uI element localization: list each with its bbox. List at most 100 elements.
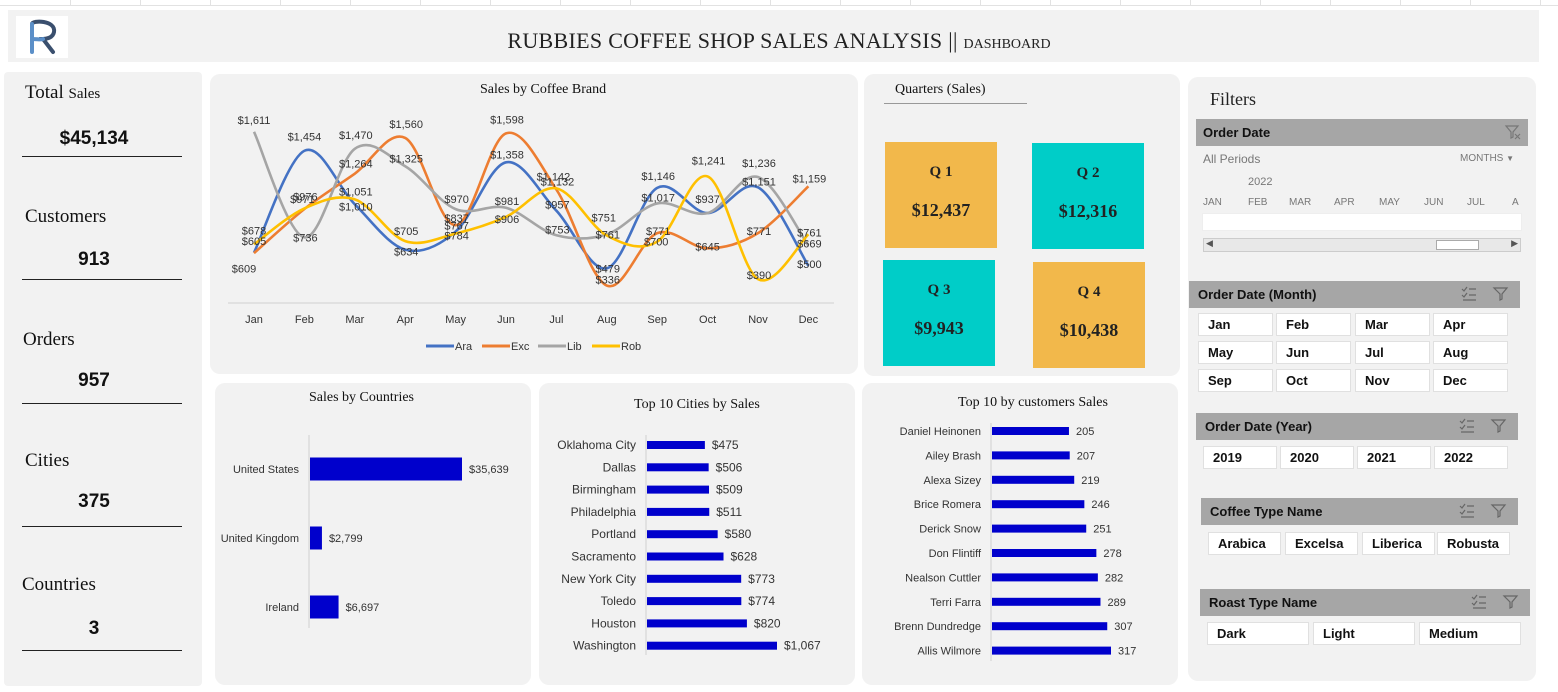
timeline-month[interactable]: MAR [1289,197,1312,208]
slicer-button[interactable]: Medium [1419,622,1521,645]
kpi-value: 3 [88,618,100,639]
slicer-button[interactable]: 2022 [1434,446,1508,469]
series-line-rob [253,175,810,282]
gridline [910,0,911,6]
cities-bar-chart: Oklahoma City $475 Dallas $506 Birmingham $50… [557,435,821,655]
category-label: Terri Farra [930,597,982,609]
timeline-month[interactable]: FEB [1248,197,1268,208]
value-label: $2,799 [329,533,363,545]
category-label: Portland [591,527,636,541]
quarters-title-underline [884,103,1027,104]
cities-title: Top 10 Cities by Sales [634,397,760,412]
slicer-button[interactable]: Dec [1433,369,1508,392]
value-label: $509 [716,483,743,497]
category-label: New York City [561,572,636,586]
slicer-button[interactable]: 2021 [1357,446,1431,469]
multi-select-icon[interactable] [1458,502,1476,520]
data-label: $751 [592,213,616,225]
timeline-month[interactable]: JUL [1467,197,1485,208]
quarter-label: Q 4 [1077,284,1101,300]
category-label: Houston [591,616,636,630]
order-date-unit-dropdown[interactable]: MONTHS ▼ [1460,153,1514,164]
slicer-button[interactable]: Oct [1276,369,1351,392]
quarters-title: Quarters (Sales) [895,82,986,97]
quarter-label: Q 1 [929,164,953,180]
value-label: $475 [712,438,739,452]
slicer-button[interactable]: Light [1313,622,1415,645]
bar [647,641,777,650]
data-label: $336 [596,275,620,287]
multi-select-icon[interactable] [1458,417,1476,435]
legend-label: Ara [455,341,473,353]
bar [647,574,742,583]
slicer-button[interactable]: 2020 [1280,446,1354,469]
slicer-button[interactable]: Robusta [1437,532,1510,555]
category-label: Ailey Brash [925,450,981,462]
bar [992,597,1101,606]
slicer-button[interactable]: Aug [1433,341,1508,364]
slicer-button[interactable]: Feb [1276,313,1351,336]
multi-select-icon[interactable] [1460,285,1478,303]
timeline-month[interactable]: A [1512,197,1519,208]
quarter-label: Q 2 [1076,165,1100,181]
slicer-button[interactable]: Apr [1433,313,1508,336]
slicer-button[interactable]: 2019 [1203,446,1277,469]
page-title-sub: DASHBOARD [963,37,1051,52]
series-line-exc [253,131,810,288]
category-label: Toledo [601,594,637,608]
clear-filter-icon[interactable] [1492,285,1510,303]
data-label: $771 [747,226,771,238]
value-label: $6,697 [346,602,380,614]
slicer-button[interactable]: Excelsa [1285,532,1358,555]
slicer-button[interactable]: Sep [1198,369,1273,392]
value-label: $1,067 [784,639,821,653]
data-label: $678 [242,225,266,237]
coffee-type-slicer-header: Coffee Type Name [1201,498,1518,525]
gridline [210,0,211,6]
slicer-button[interactable]: Jun [1276,341,1351,364]
timeline-month[interactable]: MAY [1379,197,1400,208]
timeline-cells[interactable] [1202,213,1522,231]
slicer-button[interactable]: Jul [1355,341,1430,364]
bar [310,595,339,619]
bar [992,427,1069,435]
slicer-button[interactable]: Dark [1207,622,1309,645]
timeline-month[interactable]: JAN [1203,197,1222,208]
kpi-underline [22,279,182,280]
legend-label: Exc [511,341,530,353]
scroll-left-icon[interactable]: ◀ [1206,238,1213,248]
value-label: 307 [1114,621,1132,633]
clear-filter-icon[interactable] [1502,593,1520,611]
slicer-button[interactable]: Mar [1355,313,1430,336]
clear-filter-icon[interactable] [1490,502,1508,520]
clear-filter-icon[interactable] [1504,123,1522,141]
brand-line-chart: Jan Feb Mar Apr May Jun Jul Aug Sep Oct Nov Dec $1,6… [228,114,834,353]
kpi-value: 375 [78,491,110,512]
slicer-button[interactable]: Jan [1198,313,1273,336]
gridline [350,0,351,6]
slicer-button[interactable]: Liberica [1362,532,1435,555]
quarter-label: Q 3 [927,282,951,298]
data-label: $784 [444,231,468,243]
gridline [420,0,421,6]
data-label: $1,358 [490,149,524,161]
bar [647,441,705,449]
data-label: $837 [444,213,468,225]
multi-select-icon[interactable] [1470,593,1488,611]
timeline-scrollbar[interactable]: ◀ ▶ [1203,238,1521,252]
timeline-month[interactable]: JUN [1424,197,1444,208]
brand-chart-title: Sales by Coffee Brand [480,82,607,97]
category-label: Don Flintiff [929,548,982,560]
slicer-button[interactable]: Nov [1355,369,1430,392]
slicer-button[interactable]: Arabica [1208,532,1281,555]
data-label: $605 [242,236,266,248]
gridline [1120,0,1121,6]
slicer-button[interactable]: May [1198,341,1273,364]
scroll-right-icon[interactable]: ▶ [1511,238,1518,248]
clear-filter-icon[interactable] [1490,417,1508,435]
scrollbar-thumb[interactable] [1436,240,1479,250]
timeline-month[interactable]: APR [1334,197,1355,208]
data-label: $634 [394,247,418,259]
category-label: Alexa Sizey [924,475,982,487]
order-date-header: Order Date [1196,119,1528,146]
